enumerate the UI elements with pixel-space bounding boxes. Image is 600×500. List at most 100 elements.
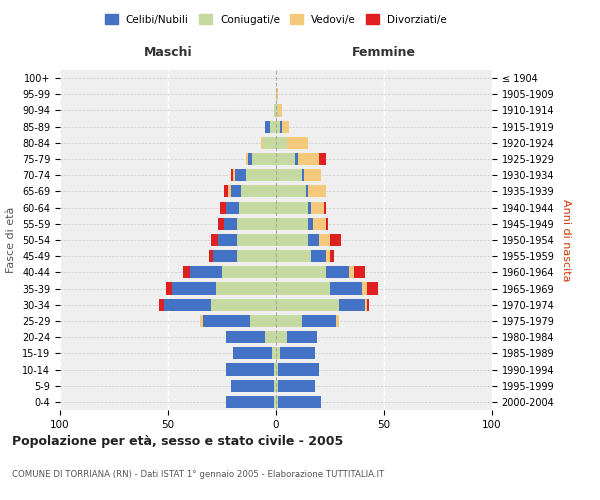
Bar [265,120,269,132]
Bar [276,348,280,360]
Bar [211,298,276,311]
Bar [241,186,276,198]
Text: Femmine: Femmine [352,46,416,59]
Bar [203,315,250,327]
Bar [367,282,377,294]
Bar [276,202,308,213]
Bar [308,186,326,198]
Bar [302,169,304,181]
Bar [276,88,278,101]
Bar [237,218,276,230]
Bar [226,396,274,408]
Bar [323,202,326,213]
Bar [274,104,276,117]
Bar [330,282,362,294]
Bar [349,266,354,278]
Bar [229,186,230,198]
Bar [278,396,322,408]
Bar [276,396,278,408]
Bar [362,282,367,294]
Bar [311,250,326,262]
Bar [283,120,289,132]
Bar [308,202,311,213]
Bar [230,169,233,181]
Bar [276,137,287,149]
Bar [166,282,172,294]
Bar [265,331,276,343]
Bar [224,218,237,230]
Bar [276,380,278,392]
Bar [239,202,276,213]
Text: Popolazione per età, sesso e stato civile - 2005: Popolazione per età, sesso e stato civil… [12,435,343,448]
Bar [306,186,308,198]
Bar [235,169,246,181]
Bar [276,120,280,132]
Bar [263,137,276,149]
Bar [272,348,276,360]
Bar [226,331,265,343]
Bar [365,298,367,311]
Bar [330,250,334,262]
Bar [261,137,263,149]
Bar [183,266,190,278]
Bar [319,153,326,165]
Bar [248,153,252,165]
Bar [304,169,322,181]
Bar [215,282,276,294]
Bar [274,380,276,392]
Bar [308,234,319,246]
Bar [276,364,278,376]
Bar [233,169,235,181]
Bar [214,250,237,262]
Bar [230,380,274,392]
Bar [230,186,241,198]
Bar [274,396,276,408]
Bar [338,298,365,311]
Bar [276,186,306,198]
Bar [278,364,319,376]
Y-axis label: Anni di nascita: Anni di nascita [561,198,571,281]
Bar [276,298,338,311]
Bar [269,120,276,132]
Bar [287,331,317,343]
Bar [218,218,224,230]
Bar [220,202,226,213]
Bar [276,250,311,262]
Text: Maschi: Maschi [143,46,193,59]
Bar [190,266,222,278]
Bar [295,153,298,165]
Bar [209,250,214,262]
Bar [164,298,211,311]
Bar [246,153,248,165]
Bar [278,380,315,392]
Bar [367,298,369,311]
Bar [276,218,308,230]
Bar [308,218,313,230]
Bar [237,234,276,246]
Legend: Celibi/Nubili, Coniugati/e, Vedovi/e, Divorziati/e: Celibi/Nubili, Coniugati/e, Vedovi/e, Di… [101,10,451,29]
Bar [274,364,276,376]
Bar [211,234,218,246]
Bar [326,266,349,278]
Bar [226,364,274,376]
Bar [218,234,237,246]
Bar [319,234,330,246]
Bar [233,348,272,360]
Bar [298,153,319,165]
Bar [313,218,326,230]
Bar [276,331,287,343]
Bar [337,315,338,327]
Bar [287,137,308,149]
Bar [326,250,330,262]
Bar [172,282,215,294]
Bar [276,234,308,246]
Y-axis label: Fasce di età: Fasce di età [7,207,16,273]
Bar [250,315,276,327]
Bar [278,104,283,117]
Bar [160,298,164,311]
Bar [226,202,239,213]
Bar [330,234,341,246]
Bar [200,315,203,327]
Bar [311,202,323,213]
Bar [224,186,229,198]
